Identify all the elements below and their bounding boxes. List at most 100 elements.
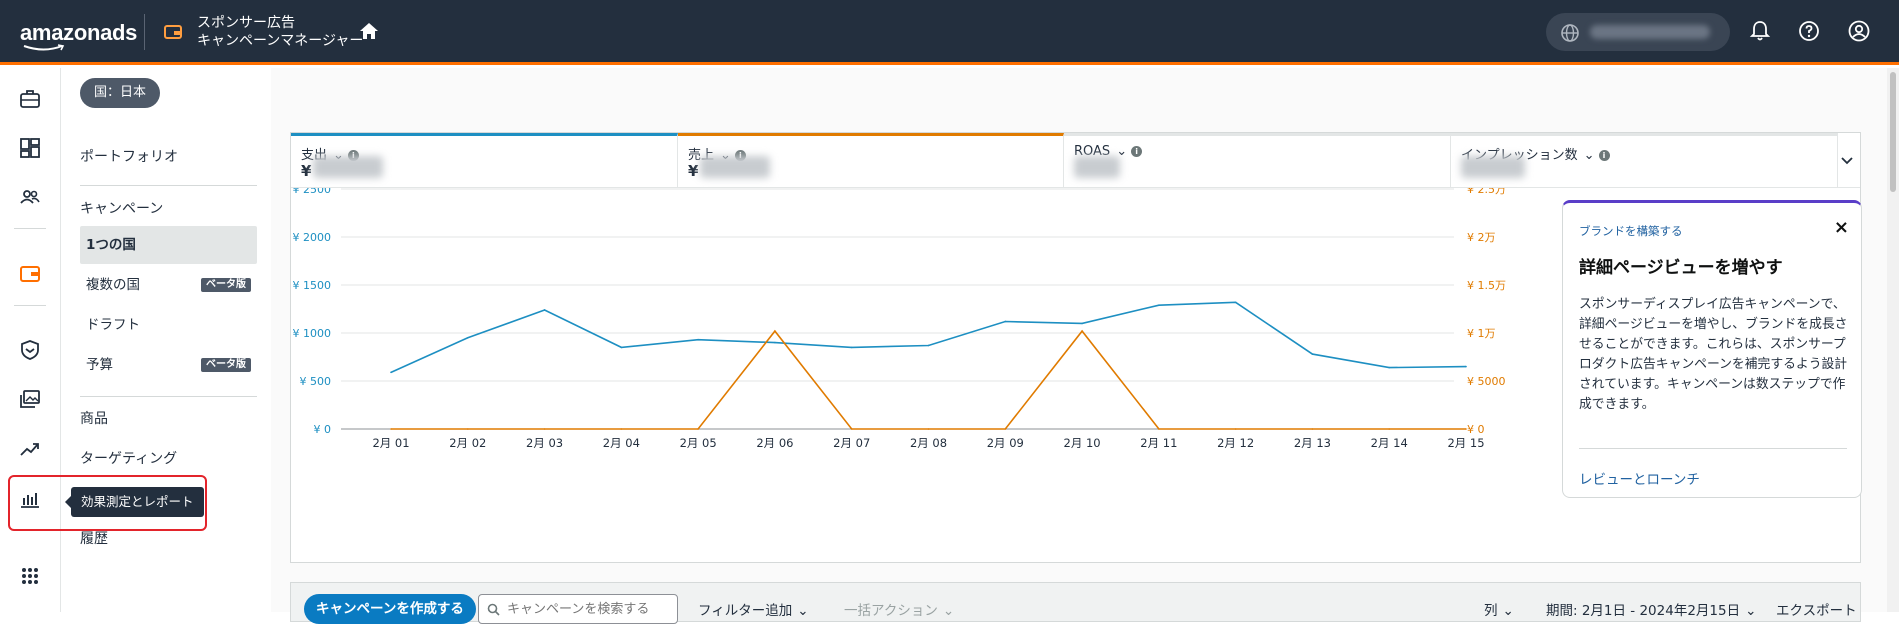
nav-products[interactable]: 商品 — [80, 411, 108, 427]
metric-roas-redacted — [1074, 156, 1120, 178]
nav-targeting[interactable]: ターゲティング — [80, 451, 178, 467]
beta-badge: ベータ版 — [201, 278, 251, 292]
nav-budget[interactable]: 予算 ベータ版 — [80, 346, 257, 384]
globe-icon — [1561, 24, 1579, 42]
highlight-box — [8, 475, 207, 531]
briefcase-icon[interactable] — [19, 88, 41, 110]
metric-spend-value: ¥ — [301, 162, 312, 180]
y-left-tick-label: ¥ 0 — [314, 423, 332, 436]
x-tick-label: 2月 15 — [1447, 436, 1484, 450]
add-filter-dropdown[interactable]: フィルター追加 ⌄ — [698, 603, 809, 619]
data-point — [1388, 366, 1391, 369]
metric-roas[interactable]: ROAS ⌄ i — [1064, 133, 1451, 187]
home-icon[interactable] — [359, 21, 379, 41]
create-campaign-button[interactable]: キャンペーンを作成する — [304, 594, 476, 624]
chevron-down-icon: ⌄ — [1583, 148, 1595, 163]
chevron-down-icon[interactable] — [1838, 151, 1856, 169]
data-point — [1158, 304, 1160, 306]
info-icon: i — [1598, 150, 1610, 161]
x-tick-label: 2月 13 — [1294, 436, 1331, 450]
y-right-tick-label: ¥ 5000 — [1467, 375, 1506, 388]
help-icon[interactable] — [1797, 19, 1821, 43]
chevron-down-icon: ⌄ — [333, 148, 344, 163]
data-point — [774, 330, 776, 332]
search-input[interactable] — [507, 599, 672, 619]
columns-dropdown[interactable]: 列 ⌄ — [1484, 603, 1514, 619]
bell-icon[interactable] — [1748, 19, 1772, 43]
y-right-tick-label: ¥ 0 — [1467, 423, 1485, 436]
x-tick-label: 2月 04 — [603, 436, 640, 450]
x-tick-label: 2月 07 — [833, 436, 870, 450]
nav-multi-country[interactable]: 複数の国 ベータ版 — [80, 266, 257, 304]
nav-drafts-label: ドラフト — [86, 317, 140, 333]
shield-icon[interactable] — [19, 339, 41, 361]
nav-drafts[interactable]: ドラフト — [80, 306, 257, 344]
promo-divider — [1579, 448, 1847, 449]
amazon-ads-logo[interactable]: amazonads — [20, 20, 137, 51]
nav-portfolio[interactable]: ポートフォリオ — [80, 149, 178, 165]
account-icon[interactable] — [1847, 19, 1871, 43]
rail-divider — [14, 228, 46, 229]
review-launch-link[interactable]: レビューとローンチ — [1579, 472, 1700, 488]
dashboard-icon[interactable] — [19, 137, 41, 159]
metric-sales-redacted — [700, 156, 770, 178]
data-point — [390, 371, 392, 374]
close-icon[interactable]: × — [1833, 217, 1849, 238]
rail-tooltip: 効果測定とレポート — [65, 487, 204, 517]
data-point — [1234, 301, 1237, 304]
nav-divider — [80, 396, 257, 397]
data-point — [390, 428, 392, 430]
campaign-search[interactable] — [478, 594, 678, 624]
data-point — [697, 338, 699, 341]
page-scrollbar[interactable] — [1887, 68, 1899, 612]
x-tick-label: 2月 02 — [449, 436, 486, 450]
x-tick-label: 2月 12 — [1217, 436, 1254, 450]
beta-badge: ベータ版 — [201, 358, 251, 372]
y-right-tick-label: ¥ 1万 — [1467, 327, 1496, 340]
x-tick-label: 2月 09 — [987, 436, 1024, 450]
data-point — [1311, 428, 1314, 430]
scrollbar-thumb[interactable] — [1890, 72, 1896, 192]
date-range-dropdown[interactable]: 期間: 2月1日 - 2024年2月15日 ⌄ — [1546, 603, 1757, 619]
audience-icon[interactable] — [19, 186, 41, 208]
promo-title: 詳細ページビューを増やす — [1579, 258, 1783, 278]
promo-card: ブランドを構築する × 詳細ページビューを増やす スポンサーディスプレイ広告キャ… — [1562, 200, 1862, 498]
y-right-tick-label: ¥ 1.5万 — [1467, 279, 1506, 292]
x-tick-label: 2月 05 — [680, 436, 717, 450]
bulk-actions-dropdown[interactable]: 一括アクション ⌄ — [844, 603, 955, 619]
x-tick-label: 2月 10 — [1064, 436, 1101, 450]
y-left-tick-label: ¥ 2000 — [293, 231, 332, 244]
data-point — [1388, 428, 1391, 430]
chevron-down-icon: ⌄ — [1116, 144, 1128, 159]
country-filter-chip[interactable]: 国：日本 — [80, 78, 161, 108]
data-point — [466, 337, 469, 339]
bar-chart-icon[interactable] — [19, 488, 41, 510]
chevron-down-icon: ⌄ — [1502, 603, 1514, 619]
media-icon[interactable] — [19, 388, 41, 410]
nav-history[interactable]: 履歴 — [80, 531, 108, 547]
metric-spend[interactable]: 支出⌄i ¥ — [291, 133, 678, 187]
metric-impressions[interactable]: インプレッション数⌄i — [1451, 133, 1838, 187]
y-right-tick-label: ¥ 2万 — [1467, 231, 1496, 244]
apps-grid-icon[interactable] — [19, 565, 41, 587]
data-point — [543, 428, 546, 430]
app-title-line1: スポンサー広告 — [197, 15, 295, 31]
app-title-line2: キャンペーンマネージャー — [197, 33, 364, 49]
export-button[interactable]: エクスポート — [1776, 603, 1857, 619]
account-name-redacted — [1590, 25, 1710, 39]
data-point — [1465, 365, 1467, 368]
wallet-icon — [164, 25, 182, 39]
y-left-tick-label: ¥ 500 — [300, 375, 332, 388]
x-tick-label: 2月 14 — [1371, 436, 1408, 450]
nav-multi-country-label: 複数の国 — [86, 277, 140, 293]
app-title[interactable]: スポンサー広告 キャンペーンマネージャー — [197, 14, 363, 50]
nav-single-country[interactable]: 1つの国 — [80, 226, 257, 264]
nav-campaign-header[interactable]: キャンペーン — [80, 201, 164, 217]
trend-icon[interactable] — [19, 438, 41, 460]
account-selector[interactable] — [1546, 13, 1730, 51]
data-point — [1081, 322, 1083, 325]
data-point — [620, 428, 623, 430]
metric-sales[interactable]: 売上⌄i ¥ — [678, 133, 1064, 187]
campaign-wallet-icon[interactable] — [19, 263, 41, 285]
y-left-tick-label: ¥ 1000 — [293, 327, 332, 340]
